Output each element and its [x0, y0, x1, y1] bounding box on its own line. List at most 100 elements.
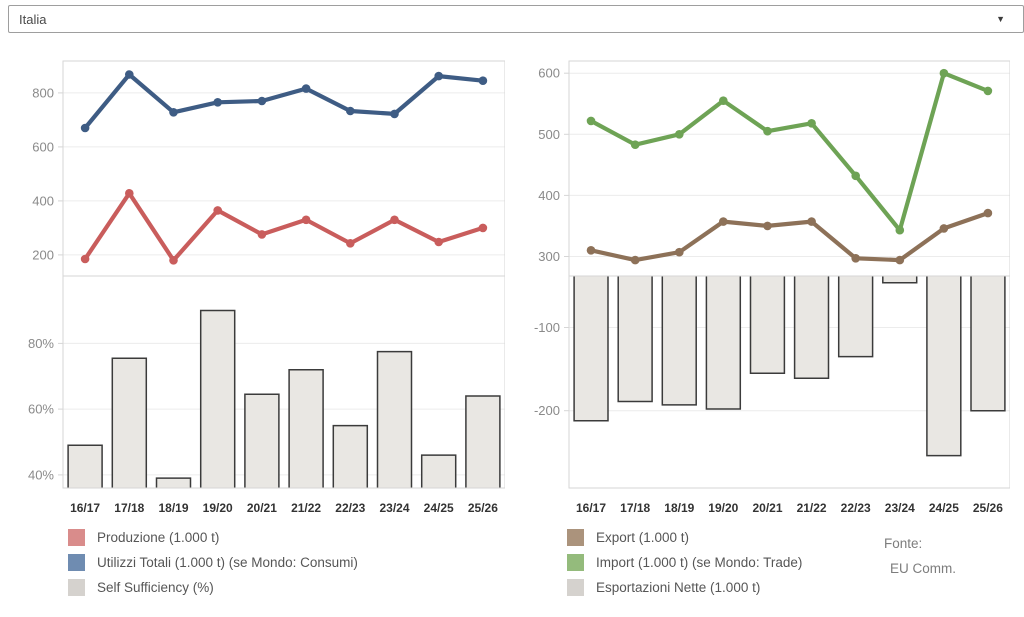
line-point-20/21[interactable]	[763, 126, 772, 136]
line-point-25/26[interactable]	[478, 223, 488, 233]
line-point-18/19[interactable]	[169, 108, 178, 117]
line-point-22/23[interactable]	[851, 254, 860, 263]
bar-18/19[interactable]	[661, 276, 697, 406]
bar-16/17[interactable]	[67, 444, 103, 488]
x-axis-label: 18/19	[664, 501, 694, 515]
legend-swatch	[68, 554, 85, 571]
bar-19/20[interactable]	[705, 276, 742, 410]
line-point-19/20[interactable]	[213, 206, 222, 215]
legend-item-esportazioni-nette[interactable]: Esportazioni Nette (1.000 t)	[567, 579, 802, 596]
country-filter-dropdown[interactable]: Italia ▼	[8, 5, 1024, 33]
x-axis-label: 16/17	[576, 501, 606, 515]
bar-25/26[interactable]	[465, 395, 501, 488]
legend-item-produzione[interactable]: Produzione (1.000 t)	[68, 529, 358, 546]
bar-18/19[interactable]	[155, 477, 192, 488]
bar-25/26[interactable]	[970, 276, 1006, 412]
y-axis-label: 500	[538, 127, 560, 142]
bar-24/25[interactable]	[420, 454, 457, 488]
legend-swatch	[567, 579, 584, 596]
line-point-20/21[interactable]	[257, 96, 267, 106]
line-point-19/20[interactable]	[719, 96, 728, 105]
source-note: Fonte: EU Comm.	[884, 531, 956, 581]
legend-label: Utilizzi Totali (1.000 t) (se Mondo: Con…	[97, 555, 358, 570]
legend-label: Import (1.000 t) (se Mondo: Trade)	[596, 555, 803, 570]
line-point-25/26[interactable]	[983, 86, 993, 96]
y-axis-label: 600	[538, 66, 560, 81]
source-value: EU Comm.	[890, 561, 957, 576]
line-point-21/22[interactable]	[807, 217, 816, 226]
line-point-23/24[interactable]	[895, 225, 905, 235]
line-point-16/17[interactable]	[80, 123, 90, 133]
line-point-23/24[interactable]	[390, 109, 399, 119]
line-point-18/19[interactable]	[675, 247, 684, 257]
line-point-25/26[interactable]	[478, 76, 488, 85]
legend-item-self-sufficiency[interactable]: Self Sufficiency (%)	[68, 579, 358, 596]
pane-border	[568, 275, 1010, 489]
legend-label: Esportazioni Nette (1.000 t)	[596, 580, 761, 595]
x-axis-label: 22/23	[841, 501, 871, 515]
legend-item-import[interactable]: Import (1.000 t) (se Mondo: Trade)	[567, 554, 802, 571]
bar-20/21[interactable]	[749, 276, 786, 375]
bar-23/24[interactable]	[376, 350, 413, 488]
legend-item-utilizzi-totali[interactable]: Utilizzi Totali (1.000 t) (se Mondo: Con…	[68, 554, 358, 571]
legend-label: Produzione (1.000 t)	[97, 530, 220, 545]
bar-22/23[interactable]	[332, 424, 369, 488]
bar-17/18[interactable]	[617, 276, 653, 403]
line-point-19/20[interactable]	[213, 98, 222, 107]
x-axis-label: 25/26	[973, 501, 1003, 515]
line-point-23/24[interactable]	[895, 255, 905, 265]
line-point-22/23[interactable]	[851, 171, 860, 181]
line-point-22/23[interactable]	[346, 106, 355, 116]
line-point-21/22[interactable]	[301, 84, 311, 93]
x-axis-label: 18/19	[158, 501, 188, 515]
bar-16/17[interactable]	[573, 276, 609, 422]
line-point-23/24[interactable]	[390, 215, 399, 225]
line-point-17/18[interactable]	[630, 140, 640, 149]
line-point-16/17[interactable]	[586, 116, 596, 126]
line-point-16/17[interactable]	[586, 246, 596, 255]
line-series[interactable]	[588, 71, 990, 233]
bar-20/21[interactable]	[244, 393, 280, 488]
line-point-17/18[interactable]	[125, 189, 134, 198]
bar-21/22[interactable]	[793, 276, 830, 380]
bar-19/20[interactable]	[199, 309, 236, 489]
legend-right: Export (1.000 t) Import (1.000 t) (se Mo…	[567, 529, 802, 604]
pane-border	[62, 275, 505, 489]
line-point-17/18[interactable]	[125, 70, 134, 79]
x-axis-label: 23/24	[885, 501, 915, 515]
line-point-21/22[interactable]	[301, 215, 311, 225]
bar-24/25[interactable]	[926, 276, 962, 457]
line-point-18/19[interactable]	[169, 256, 178, 265]
line-series[interactable]	[82, 72, 485, 131]
line-point-24/25[interactable]	[434, 71, 444, 81]
legend-swatch	[68, 579, 85, 596]
line-point-21/22[interactable]	[807, 119, 816, 128]
line-point-17/18[interactable]	[630, 255, 640, 265]
line-point-25/26[interactable]	[983, 208, 993, 218]
line-point-24/25[interactable]	[939, 224, 949, 233]
line-series[interactable]	[82, 191, 485, 263]
x-axis-label: 21/22	[797, 501, 827, 515]
legend-left: Produzione (1.000 t) Utilizzi Totali (1.…	[68, 529, 358, 604]
line-series[interactable]	[588, 211, 990, 263]
line-point-22/23[interactable]	[346, 239, 355, 248]
y-axis-label: 200	[32, 247, 54, 262]
legend-item-export[interactable]: Export (1.000 t)	[567, 529, 802, 546]
bar-22/23[interactable]	[837, 276, 874, 358]
y-axis-label: 80%	[28, 336, 54, 351]
line-point-24/25[interactable]	[434, 237, 444, 247]
bar-17/18[interactable]	[111, 357, 148, 488]
y-axis-label: 800	[32, 85, 54, 100]
line-point-16/17[interactable]	[80, 254, 90, 264]
trade-chart: 300 400 500 600 -100 -200 16/17 17/18 18/19 19/20…	[534, 60, 1010, 515]
bar-21/22[interactable]	[288, 368, 324, 488]
chevron-down-icon: ▼	[996, 14, 1005, 24]
x-axis-label: 17/18	[114, 501, 144, 515]
line-point-20/21[interactable]	[257, 230, 267, 239]
line-point-24/25[interactable]	[939, 68, 949, 78]
line-point-19/20[interactable]	[719, 217, 728, 226]
bar-23/24[interactable]	[882, 276, 918, 284]
line-point-18/19[interactable]	[675, 130, 684, 139]
line-point-20/21[interactable]	[763, 221, 772, 231]
